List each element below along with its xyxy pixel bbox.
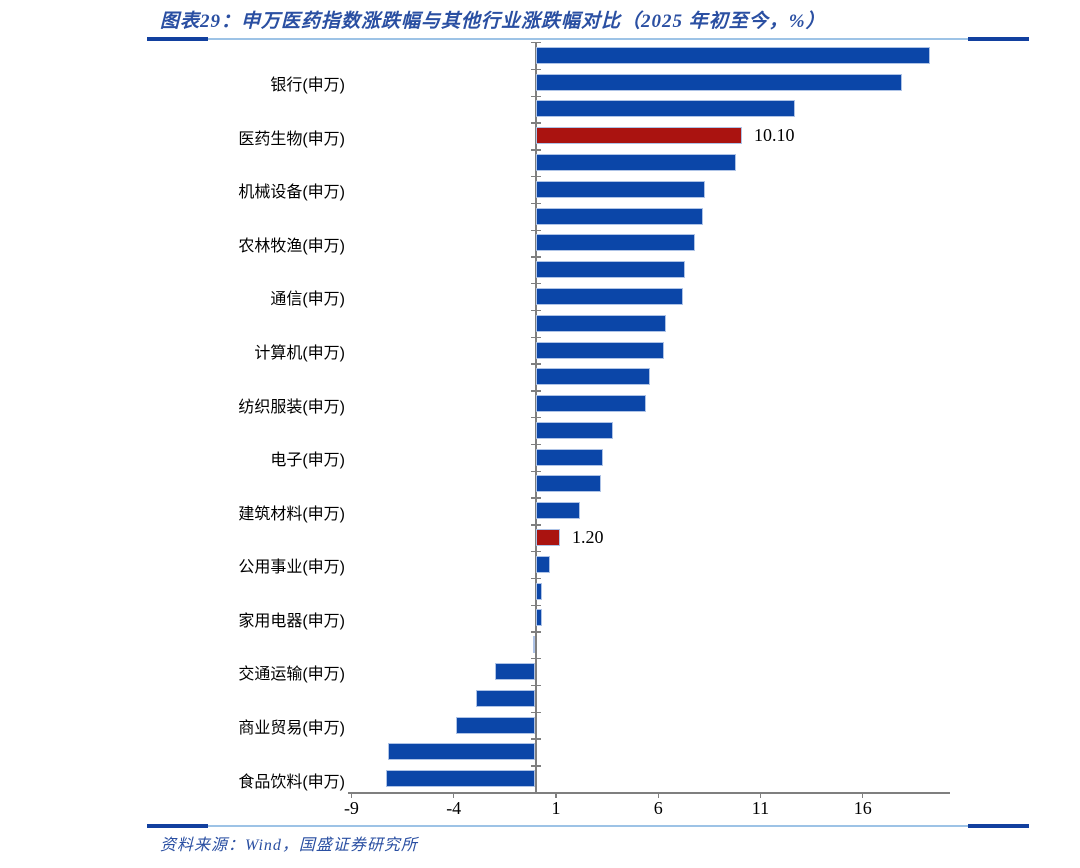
bar [535, 154, 736, 172]
value-axis-tick [453, 792, 455, 798]
category-label: 医药生物(申万) [238, 130, 345, 148]
category-axis-tick [531, 122, 541, 124]
category-axis-tick [531, 524, 541, 526]
top-rule-accent-right [968, 37, 1029, 41]
category-label: 农林牧渔(申万) [238, 237, 345, 255]
bar [535, 341, 665, 359]
bar [388, 743, 536, 761]
category-label: 交通运输(申万) [238, 666, 345, 684]
value-axis-tick-label: 6 [653, 798, 663, 818]
bar [535, 180, 706, 198]
source-note: 资料来源：Wind，国盛证券研究所 [160, 837, 418, 854]
bar [386, 770, 536, 788]
value-axis-tick [350, 792, 353, 798]
category-label: 家用电器(申万) [238, 612, 345, 630]
category-axis-tick [531, 390, 541, 392]
bar [476, 689, 536, 707]
bar [535, 73, 902, 91]
value-axis-line [348, 792, 950, 794]
category-axis-tick [531, 684, 541, 687]
bottom-rule-accent-left [147, 824, 208, 828]
category-label: 建筑材料(申万) [238, 505, 345, 523]
bottom-rule-accent-right [968, 824, 1029, 828]
category-label: 银行(申万) [270, 77, 345, 95]
category-axis-tick [531, 175, 541, 178]
bar [535, 502, 581, 520]
category-axis-tick [531, 470, 541, 472]
category-axis-tick [531, 497, 541, 499]
bar [535, 314, 667, 332]
category-axis-tick [531, 95, 541, 97]
bar [535, 127, 743, 145]
value-axis-tick [555, 792, 557, 798]
bar [535, 234, 695, 252]
category-axis-tick [531, 229, 541, 231]
bar [535, 529, 561, 547]
category-label: 公用事业(申万) [238, 559, 345, 577]
category-axis-tick [531, 738, 541, 740]
category-label: 通信(申万) [270, 291, 345, 309]
category-axis-tick [531, 256, 541, 258]
bottom-rule-line [147, 825, 1029, 827]
category-label: 机械设备(申万) [238, 184, 345, 202]
category-axis-tick [531, 711, 541, 714]
category-axis-tick [531, 631, 541, 633]
category-axis-tick [531, 417, 541, 419]
bar [535, 421, 614, 439]
category-label: 计算机(申万) [254, 345, 345, 363]
category-axis-tick [531, 658, 541, 660]
category-axis-tick [531, 202, 541, 205]
category-axis-tick [531, 283, 541, 285]
value-axis-tick-label: 16 [853, 798, 872, 818]
bar [535, 609, 542, 627]
top-rule-line [147, 38, 1029, 40]
category-axis-tick [531, 604, 541, 606]
category-axis-tick [531, 68, 541, 71]
bar [455, 716, 536, 734]
value-axis-tick-label: 1 [551, 798, 561, 818]
value-axis-tick-label: -4 [446, 798, 462, 818]
bar [533, 636, 536, 654]
category-axis-tick [531, 309, 541, 312]
bar [535, 582, 542, 600]
category-axis-tick [531, 336, 541, 339]
category-axis-tick [531, 577, 541, 580]
category-label: 电子(申万) [270, 452, 345, 470]
bar [535, 475, 601, 493]
category-axis-tick [531, 550, 541, 553]
bar [535, 207, 704, 225]
category-axis-tick [531, 149, 541, 151]
bar [535, 368, 651, 386]
bar [535, 448, 603, 466]
figure-title: 图表29：申万医药指数涨跌幅与其他行业涨跌幅对比（2025 年初至今，%） [160, 11, 826, 32]
value-axis-tick [657, 792, 659, 798]
bar [535, 555, 550, 573]
value-axis-tick [759, 792, 762, 798]
bar-value-label: 1.20 [572, 526, 604, 547]
bar [535, 100, 796, 118]
bar [535, 287, 683, 305]
bar [494, 662, 536, 680]
category-label: 纺织服装(申万) [238, 398, 345, 416]
category-axis-tick [531, 765, 541, 767]
value-axis-tick-label: 11 [751, 798, 770, 818]
bar [535, 395, 646, 413]
top-rule-accent-left [147, 37, 208, 41]
bar-value-label: 10.10 [754, 124, 795, 145]
category-axis-tick [531, 792, 541, 794]
category-label: 食品饮料(申万) [238, 773, 345, 791]
value-axis-tick [862, 792, 864, 798]
category-label: 商业贸易(申万) [238, 720, 345, 738]
value-axis-tick-label: -9 [343, 798, 359, 818]
category-axis-tick [531, 42, 541, 44]
bar [535, 46, 931, 64]
category-axis-tick [531, 363, 541, 365]
category-axis-tick [531, 443, 541, 446]
bar [535, 261, 685, 279]
